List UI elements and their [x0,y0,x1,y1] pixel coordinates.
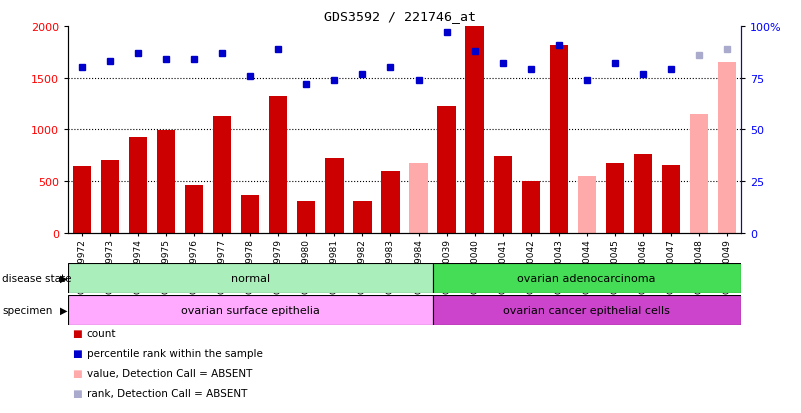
Bar [241,195,260,233]
Text: specimen: specimen [2,305,53,315]
Text: ■: ■ [72,388,82,398]
Bar [578,177,596,233]
Text: GDS3592 / 221746_at: GDS3592 / 221746_at [324,10,477,23]
Text: ovarian adenocarcinoma: ovarian adenocarcinoma [517,273,656,283]
Bar [662,165,680,233]
Bar [521,182,540,233]
Text: ovarian surface epithelia: ovarian surface epithelia [181,305,320,315]
Text: disease state: disease state [2,273,72,283]
Bar [433,295,741,325]
Bar [129,137,147,233]
Text: ▶: ▶ [59,273,67,283]
Bar [269,97,288,233]
Bar [493,157,512,233]
Bar [213,116,231,233]
Bar [634,155,652,233]
Bar [73,166,91,233]
Bar [433,263,741,293]
Bar [718,63,736,233]
Bar [157,131,175,233]
Text: ovarian cancer epithelial cells: ovarian cancer epithelial cells [503,305,670,315]
Bar [465,27,484,233]
Text: rank, Detection Call = ABSENT: rank, Detection Call = ABSENT [87,388,247,398]
Bar [353,201,372,233]
Text: ▶: ▶ [59,305,67,315]
Bar [606,163,624,233]
Bar [437,106,456,233]
Bar [185,186,203,233]
Bar [381,171,400,233]
Bar [549,45,568,233]
Text: percentile rank within the sample: percentile rank within the sample [87,348,263,358]
Text: ■: ■ [72,328,82,338]
Bar [409,163,428,233]
Bar [68,263,433,293]
Text: value, Detection Call = ABSENT: value, Detection Call = ABSENT [87,368,252,378]
Text: ■: ■ [72,348,82,358]
Bar [690,114,708,233]
Bar [297,201,316,233]
Text: ■: ■ [72,368,82,378]
Bar [101,161,119,233]
Text: count: count [87,328,116,338]
Text: normal: normal [231,273,270,283]
Bar [68,295,433,325]
Bar [325,159,344,233]
